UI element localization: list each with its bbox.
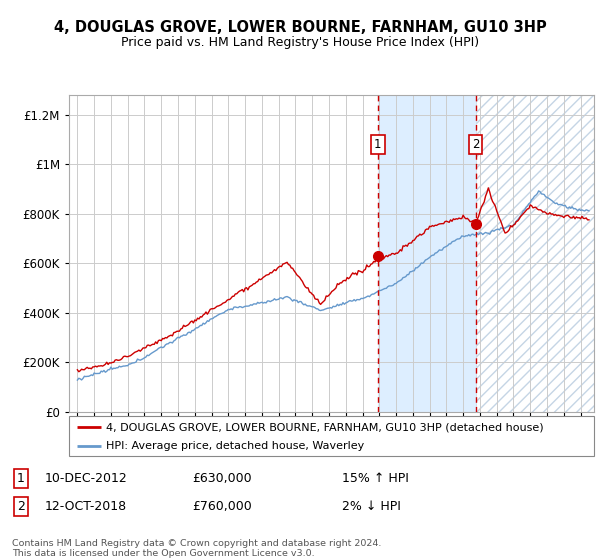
Text: 2% ↓ HPI: 2% ↓ HPI bbox=[342, 500, 401, 514]
Text: 15% ↑ HPI: 15% ↑ HPI bbox=[342, 472, 409, 486]
FancyBboxPatch shape bbox=[69, 416, 594, 456]
Text: 1: 1 bbox=[17, 472, 25, 486]
Text: Price paid vs. HM Land Registry's House Price Index (HPI): Price paid vs. HM Land Registry's House … bbox=[121, 36, 479, 49]
Bar bbox=[476, 95, 594, 412]
Text: 10-DEC-2012: 10-DEC-2012 bbox=[45, 472, 128, 486]
Text: 2: 2 bbox=[472, 138, 479, 151]
Text: £630,000: £630,000 bbox=[192, 472, 251, 486]
Bar bbox=[378, 95, 476, 412]
Text: 2: 2 bbox=[17, 500, 25, 514]
Text: HPI: Average price, detached house, Waverley: HPI: Average price, detached house, Wave… bbox=[106, 441, 364, 451]
Text: 4, DOUGLAS GROVE, LOWER BOURNE, FARNHAM, GU10 3HP: 4, DOUGLAS GROVE, LOWER BOURNE, FARNHAM,… bbox=[53, 20, 547, 35]
Text: Contains HM Land Registry data © Crown copyright and database right 2024.
This d: Contains HM Land Registry data © Crown c… bbox=[12, 539, 382, 558]
Text: £760,000: £760,000 bbox=[192, 500, 252, 514]
Text: 1: 1 bbox=[374, 138, 382, 151]
Text: 12-OCT-2018: 12-OCT-2018 bbox=[45, 500, 127, 514]
Text: 4, DOUGLAS GROVE, LOWER BOURNE, FARNHAM, GU10 3HP (detached house): 4, DOUGLAS GROVE, LOWER BOURNE, FARNHAM,… bbox=[106, 422, 544, 432]
